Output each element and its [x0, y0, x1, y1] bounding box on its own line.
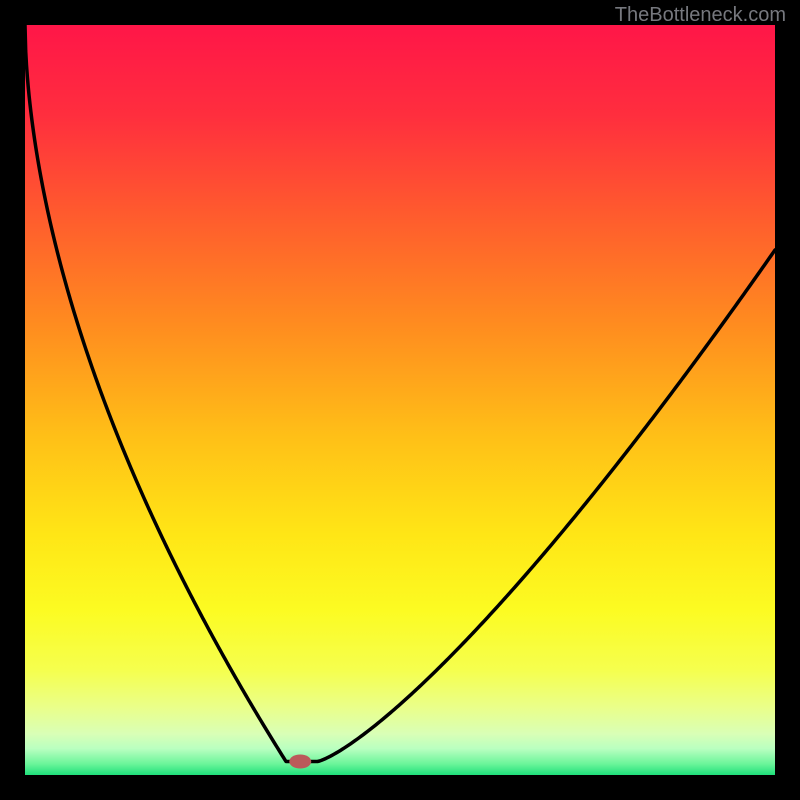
watermark-text: TheBottleneck.com [615, 4, 786, 26]
gradient-plot-area [25, 25, 775, 775]
bottleneck-chart: TheBottleneck.com [0, 0, 800, 800]
optimum-marker [289, 755, 311, 769]
